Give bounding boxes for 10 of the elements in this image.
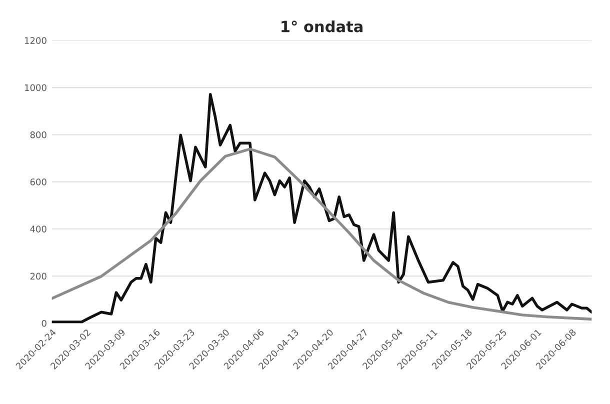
y-tick-label: 400: [30, 226, 46, 232]
y-tick-label: 200: [30, 272, 46, 280]
y-tick-label: 0: [42, 320, 46, 327]
line-series: [52, 148, 592, 321]
y-tick-label: 800: [30, 131, 46, 138]
chart-title: 1° ondata: [282, 20, 362, 32]
y-tick-label: 600: [30, 178, 46, 186]
y-tick-label: 1000: [25, 84, 46, 92]
y-tick-label: 1200: [25, 37, 46, 44]
line-series: [52, 92, 592, 324]
